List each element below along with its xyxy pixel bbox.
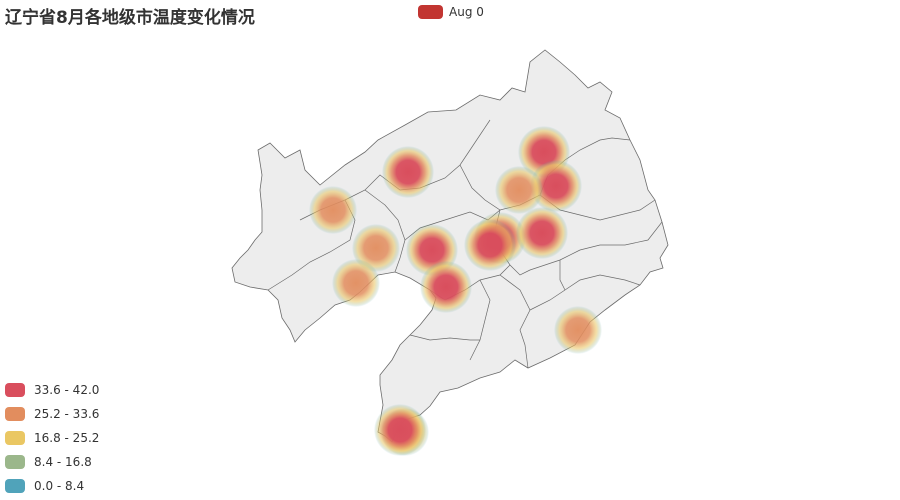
visualmap-swatch [5,455,25,469]
visualmap-piece[interactable]: 16.8 - 25.2 [5,431,99,445]
heat-point [420,261,472,313]
legend-item-aug-0[interactable]: Aug 0 [418,5,484,19]
heat-point [352,224,400,272]
heat-point [530,160,582,212]
chart-title: 辽宁省8月各地级市温度变化情况 [5,8,255,28]
heat-point [495,166,543,214]
heat-point [332,259,380,307]
visualmap-piece[interactable]: 0.0 - 8.4 [5,479,99,493]
heat-point [374,404,426,456]
visualmap-swatch [5,407,25,421]
heat-point [382,146,434,198]
heatmap-layer [309,126,602,456]
visualmap: 33.6 - 42.0 25.2 - 33.6 16.8 - 25.2 8.4 - 1… [5,383,99,493]
visualmap-label: 25.2 - 33.6 [34,407,100,421]
visualmap-piece[interactable]: 25.2 - 33.6 [5,407,99,421]
visualmap-piece[interactable]: 8.4 - 16.8 [5,455,99,469]
visualmap-label: 0.0 - 8.4 [34,479,85,493]
visualmap-swatch [5,479,25,493]
visualmap-label: 33.6 - 42.0 [34,383,100,397]
legend-label: Aug 0 [449,5,484,19]
visualmap-swatch [5,431,25,445]
visualmap-label: 8.4 - 16.8 [34,455,92,469]
visualmap-label: 16.8 - 25.2 [34,431,100,445]
visualmap-piece[interactable]: 33.6 - 42.0 [5,383,99,397]
heat-point [554,306,602,354]
heat-point [309,186,357,234]
heat-point [516,207,568,259]
heat-point [464,219,516,271]
legend-swatch [418,5,443,19]
visualmap-swatch [5,383,25,397]
